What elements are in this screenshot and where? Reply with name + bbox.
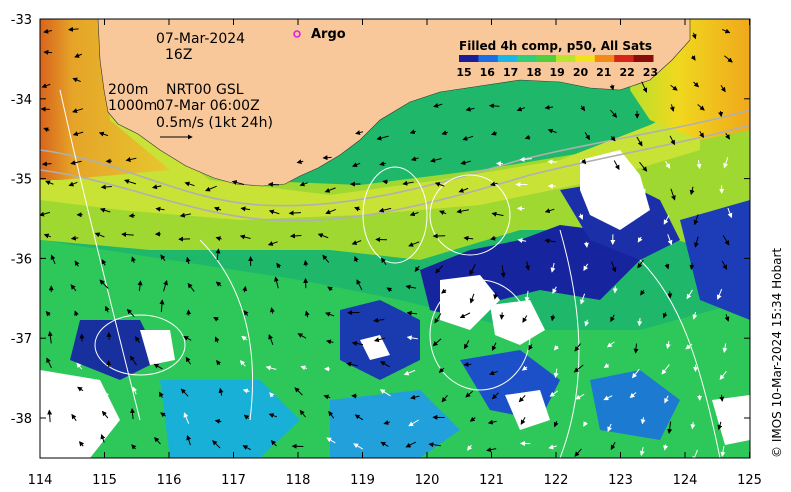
colorbar-swatch: [497, 55, 518, 62]
colorbar-tick-16: 16: [480, 66, 496, 79]
colorbar-swatch: [594, 55, 615, 62]
colorbar-tick-18: 18: [526, 66, 541, 79]
colorbar: [459, 55, 654, 62]
argo-label: Argo: [311, 27, 346, 42]
colorbar-tick-17: 17: [503, 66, 518, 79]
colorbar-swatch: [614, 55, 635, 62]
legend-title: Filled 4h comp, p50, All Sats: [459, 39, 652, 53]
colorbar-swatch: [478, 55, 499, 62]
longitude-tick-labels: 114 115 116 117 118 119 120 121 122 123 124 125: [28, 473, 762, 488]
colorbar-swatch: [459, 55, 479, 62]
map-date: 07-Mar-2024: [156, 31, 245, 47]
contour-1000-label: 1000m: [108, 98, 157, 114]
argo-marker: [293, 30, 301, 38]
current-time: 07-Mar 06:00Z: [156, 98, 260, 114]
lon-tick-123: 123: [608, 473, 633, 488]
lon-tick-115: 115: [92, 473, 117, 488]
contour-200-label: 200m: [108, 82, 148, 98]
lon-tick-125: 125: [737, 473, 762, 488]
colorbar-swatch: [633, 55, 654, 62]
colorbar-swatch: [536, 55, 557, 62]
colorbar-tick-23: 23: [643, 66, 658, 79]
lon-tick-122: 122: [544, 473, 569, 488]
lon-tick-117: 117: [221, 473, 246, 488]
credit-text: © IMOS 10-Mar-2024 15:34 Hobart: [770, 248, 784, 458]
lon-tick-124: 124: [673, 473, 698, 488]
lon-tick-120: 120: [415, 473, 440, 488]
colorbar-ticks: 15 16 17 18 19 20 21 22 23: [456, 66, 658, 79]
lon-tick-114: 114: [28, 473, 53, 488]
lon-tick-121: 121: [479, 473, 504, 488]
lon-tick-118: 118: [286, 473, 311, 488]
colorbar-tick-21: 21: [596, 66, 611, 79]
colorbar-tick-19: 19: [550, 66, 565, 79]
lat-tick--36: -36: [11, 252, 32, 267]
latitude-tick-labels: -33 -34 -35 -36 -37 -38: [11, 13, 32, 427]
lat-tick--33: -33: [11, 13, 32, 28]
bathymetry-contours: [40, 109, 750, 222]
plot-frame: [39, 18, 751, 459]
lat-tick--37: -37: [11, 332, 32, 347]
scale-text: 0.5m/s (1kt 24h): [156, 115, 273, 131]
lon-tick-119: 119: [350, 473, 375, 488]
colorbar-tick-15: 15: [456, 66, 471, 79]
colorbar-swatch: [575, 55, 596, 62]
axis-tickmarks: [39, 18, 750, 458]
lat-tick--38: -38: [11, 412, 32, 427]
colorbar-swatch: [517, 55, 538, 62]
lon-tick-116: 116: [157, 473, 182, 488]
map-time: 16Z: [165, 47, 192, 63]
current-source: NRT00 GSL: [166, 82, 244, 98]
colorbar-swatch: [556, 55, 576, 62]
lat-tick--35: -35: [11, 173, 32, 188]
lat-tick--34: -34: [11, 93, 32, 108]
colorbar-tick-22: 22: [619, 66, 634, 79]
colorbar-tick-20: 20: [573, 66, 589, 79]
current-vectors: [40, 26, 733, 458]
